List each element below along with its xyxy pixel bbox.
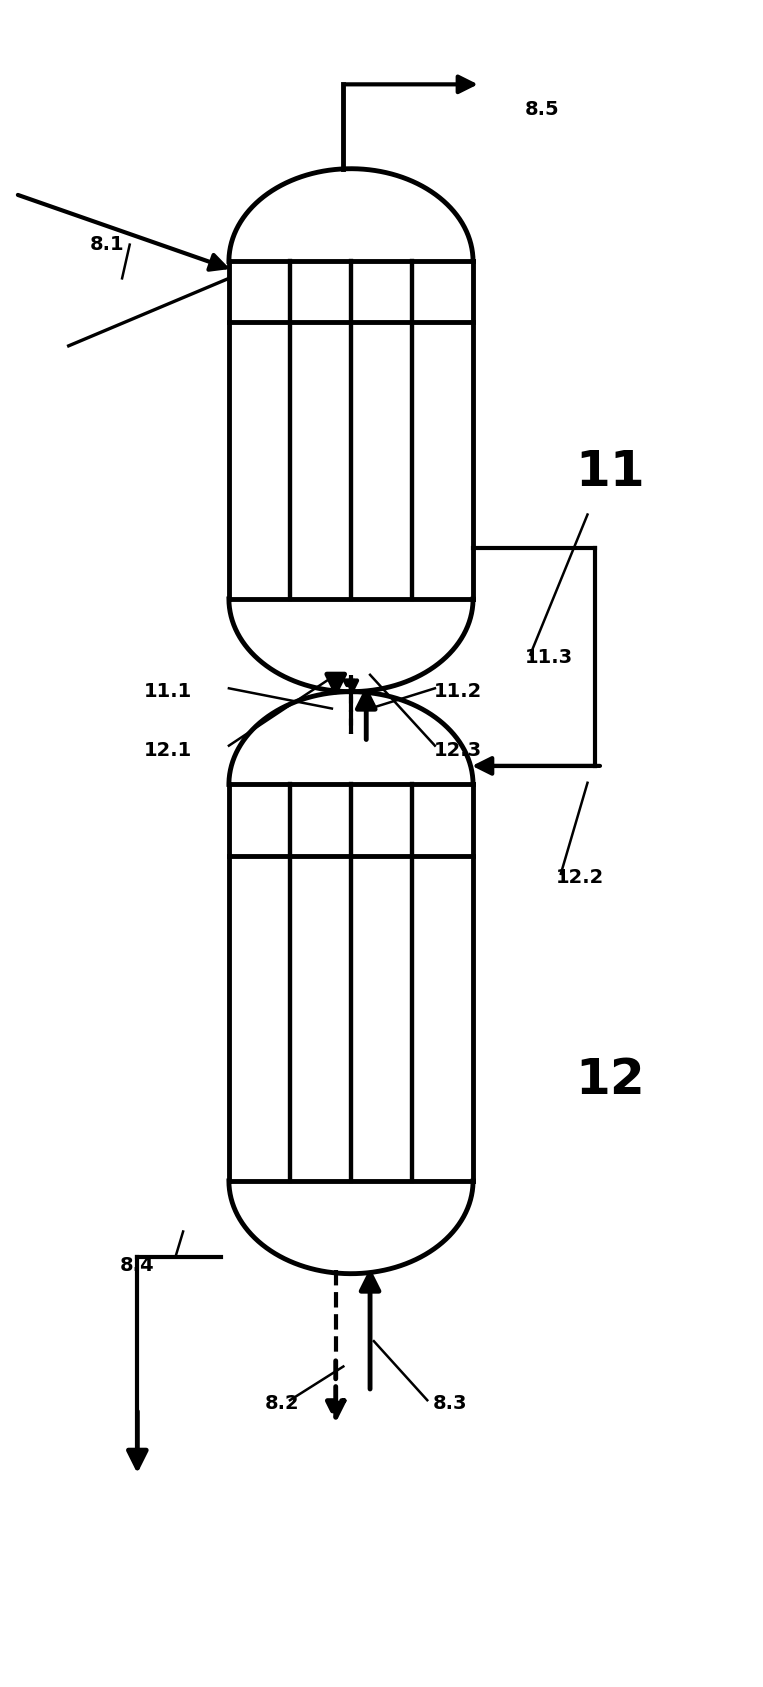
Text: 12.3: 12.3 bbox=[433, 741, 482, 761]
Text: 12: 12 bbox=[575, 1056, 645, 1103]
Polygon shape bbox=[229, 1181, 473, 1274]
Text: 12.1: 12.1 bbox=[143, 741, 192, 761]
Text: 12.2: 12.2 bbox=[555, 867, 604, 887]
Text: 11.3: 11.3 bbox=[525, 648, 574, 668]
Polygon shape bbox=[229, 599, 473, 692]
Text: 8.2: 8.2 bbox=[265, 1393, 300, 1414]
Text: 11: 11 bbox=[575, 449, 645, 496]
Text: 11.1: 11.1 bbox=[143, 682, 192, 702]
Polygon shape bbox=[229, 692, 473, 784]
Bar bbox=[229, 261, 473, 599]
Text: 8.4: 8.4 bbox=[120, 1255, 155, 1275]
Bar bbox=[229, 784, 473, 1181]
Polygon shape bbox=[229, 169, 473, 261]
Text: 8.5: 8.5 bbox=[524, 100, 559, 120]
Text: 8.3: 8.3 bbox=[433, 1393, 468, 1414]
Text: 11.2: 11.2 bbox=[433, 682, 482, 702]
Text: 8.1: 8.1 bbox=[89, 234, 124, 255]
